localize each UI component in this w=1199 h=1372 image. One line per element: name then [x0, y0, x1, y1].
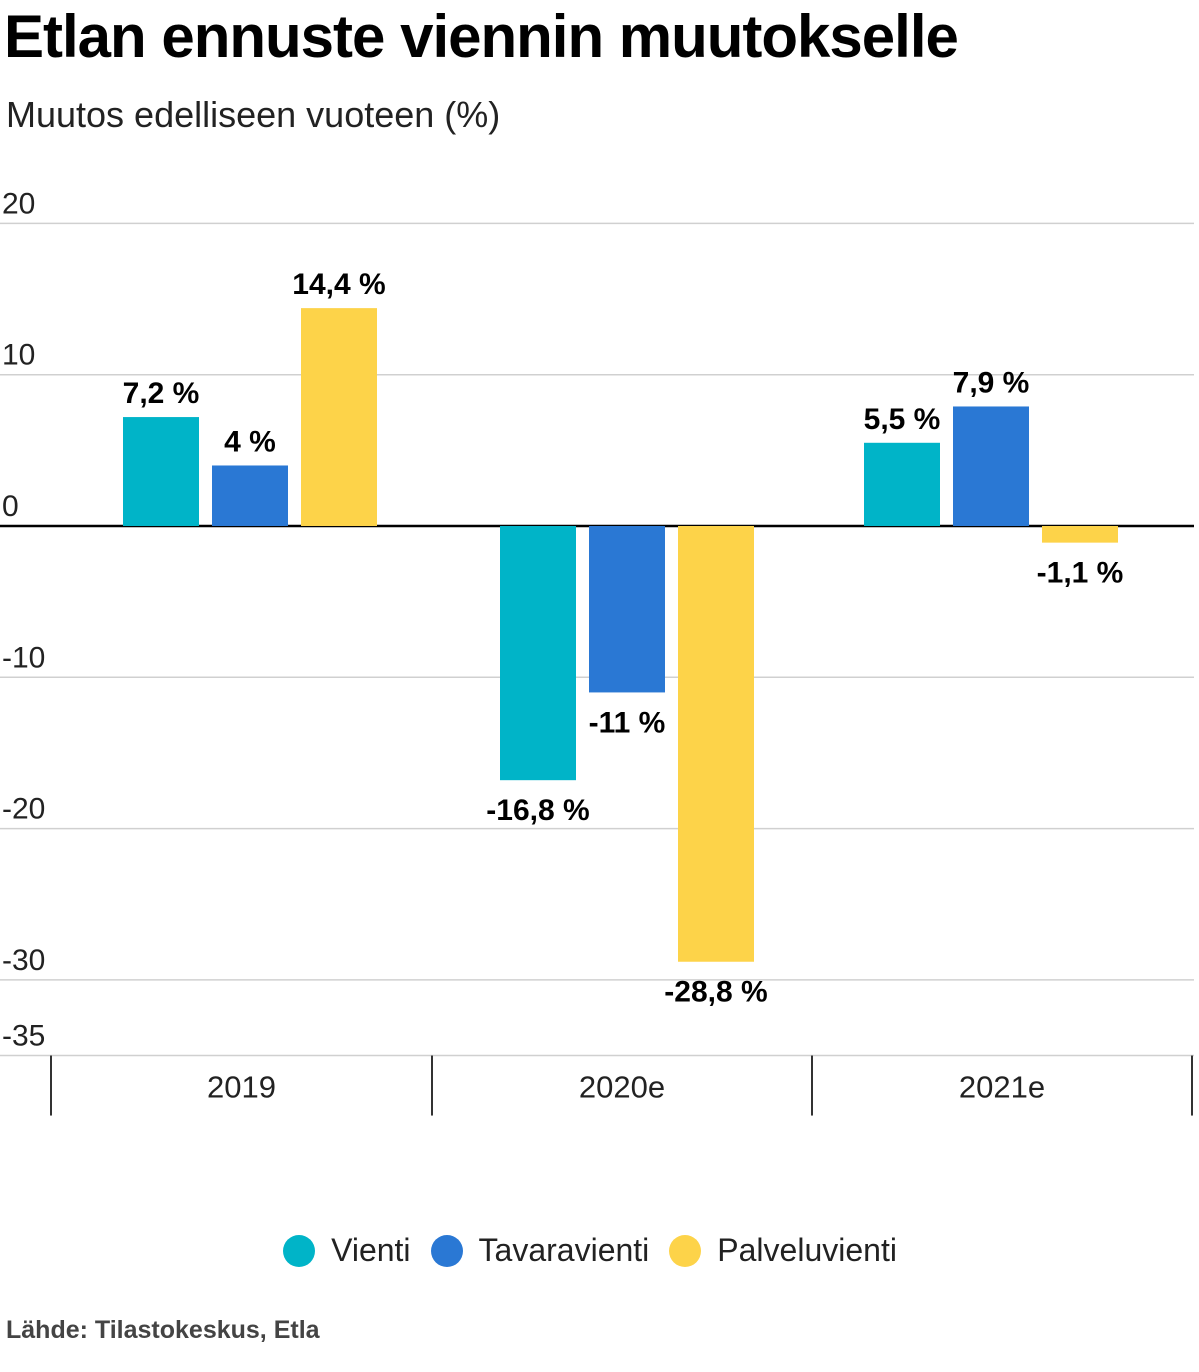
bar-palveluvienti: [678, 526, 754, 962]
y-tick-label: -20: [2, 793, 45, 826]
x-tick-label: 2021e: [959, 1070, 1045, 1105]
x-tick-label: 2020e: [579, 1070, 665, 1105]
bar-tavaravienti: [212, 465, 288, 526]
y-tick-label: -30: [2, 944, 45, 977]
legend-item-palveluvienti: Palveluvienti: [669, 1232, 897, 1269]
bar-vienti: [500, 526, 576, 781]
legend-item-tavaravienti: Tavaravienti: [430, 1232, 650, 1269]
data-label-tavaravienti: 7,9 %: [953, 366, 1030, 399]
data-label-palveluvienti: 14,4 %: [292, 268, 385, 301]
legend-swatch-palveluvienti: [669, 1234, 702, 1267]
bar-vienti: [123, 417, 199, 526]
bar-tavaravienti: [589, 526, 665, 693]
y-tick-label: 20: [2, 187, 35, 220]
data-label-palveluvienti: -28,8 %: [664, 976, 767, 1009]
chart-title: Etlan ennuste viennin muutokselle: [4, 3, 959, 70]
bar-palveluvienti: [1042, 526, 1118, 543]
y-tick-label: -10: [2, 641, 45, 674]
legend-label-vienti: Vienti: [331, 1232, 411, 1268]
bar-tavaravienti: [953, 406, 1029, 526]
data-label-vienti: 5,5 %: [864, 403, 941, 436]
bar-palveluvienti: [301, 308, 377, 526]
data-label-palveluvienti: -1,1 %: [1037, 557, 1124, 590]
data-label-tavaravienti: -11 %: [589, 706, 666, 739]
chart-subtitle: Muutos edelliseen vuoteen (%): [6, 94, 501, 135]
legend-label-palveluvienti: Palveluvienti: [717, 1232, 897, 1268]
y-tick-label: 10: [2, 339, 35, 372]
x-tick-label: 2019: [207, 1070, 276, 1105]
y-tick-label: 0: [2, 490, 19, 523]
bar-vienti: [864, 442, 940, 526]
source-note: Lähde: Tilastokeskus, Etla: [6, 1316, 320, 1344]
data-label-vienti: 7,2 %: [123, 377, 200, 410]
legend-swatch-vienti: [283, 1234, 316, 1267]
y-tick-label: -35: [2, 1020, 45, 1053]
data-label-tavaravienti: 4 %: [224, 425, 276, 458]
legend-label-tavaravienti: Tavaravienti: [478, 1232, 650, 1268]
legend: Vienti Tavaravienti Palveluvienti: [0, 1232, 1180, 1269]
data-label-vienti: -16,8 %: [486, 794, 589, 827]
legend-item-vienti: Vienti: [283, 1232, 411, 1269]
legend-swatch-tavaravienti: [430, 1234, 463, 1267]
